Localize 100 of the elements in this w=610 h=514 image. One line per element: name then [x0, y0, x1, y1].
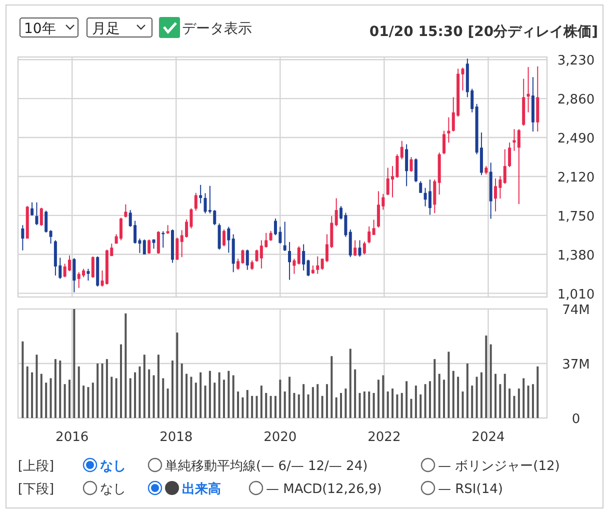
bar: [293, 392, 296, 418]
x-tick-label: 2020: [264, 430, 297, 445]
bar: [400, 392, 403, 418]
bar: [518, 388, 520, 418]
bar: [414, 386, 417, 418]
bar: [176, 332, 178, 418]
y-tick-label: 3,230: [557, 54, 595, 69]
bar: [382, 375, 384, 418]
text: — ボリンジャー(12): [438, 459, 560, 474]
bar: [200, 372, 202, 418]
bar: [64, 384, 66, 418]
bar: [251, 396, 254, 418]
bar: [335, 397, 338, 418]
x-tick-label: 2018: [160, 430, 193, 445]
bar: [256, 396, 258, 418]
bar: [50, 378, 52, 418]
text: — MACD(12,26,9): [266, 482, 382, 497]
bar: [504, 374, 506, 418]
bar: [438, 374, 440, 418]
bar: [330, 356, 333, 418]
bar: [274, 396, 276, 418]
bar: [457, 376, 460, 418]
bar: [143, 354, 146, 418]
bar: [527, 386, 530, 418]
bar: [452, 370, 454, 418]
x-tick-label: 2016: [56, 430, 89, 445]
bar: [237, 391, 240, 418]
y-tick-label: 2,120: [557, 170, 595, 186]
bar: [420, 394, 422, 418]
bar: [532, 384, 534, 418]
bar: [138, 366, 141, 418]
bar: [406, 381, 408, 418]
bar: [490, 344, 492, 418]
bar: [106, 359, 108, 418]
bar: [54, 359, 56, 418]
bar: [166, 388, 169, 418]
y-tick-label: 1,750: [557, 209, 595, 224]
bar: [392, 388, 394, 418]
bar: [358, 392, 361, 418]
bar: [312, 387, 314, 418]
bar: [204, 386, 206, 418]
bar: [471, 386, 474, 418]
bar: [340, 392, 342, 418]
bar: [344, 388, 347, 418]
bar: [321, 396, 324, 418]
text: なし: [100, 482, 126, 497]
bar: [410, 398, 412, 418]
bar: [363, 391, 366, 418]
bar: [157, 354, 160, 418]
bar: [326, 384, 328, 418]
x-tick-label: 2024: [472, 430, 505, 445]
bar: [508, 388, 511, 418]
bar: [92, 382, 94, 418]
bar: [354, 369, 356, 418]
bar: [434, 359, 436, 418]
bar: [31, 372, 34, 418]
bar: [377, 380, 380, 418]
bar: [148, 369, 150, 418]
bar: [396, 394, 398, 418]
text: 出来高: [182, 481, 221, 497]
bar: [307, 394, 310, 418]
y-tick-label: 0: [572, 412, 580, 427]
bar: [288, 376, 291, 418]
bar: [270, 396, 272, 418]
bar: [190, 376, 192, 418]
bar: [265, 392, 268, 418]
y-tick-label: 2,860: [557, 92, 595, 108]
bar: [129, 378, 132, 418]
bar: [45, 382, 48, 418]
bar: [59, 360, 62, 418]
bar: [162, 378, 164, 418]
bar: [228, 370, 230, 418]
bar: [68, 380, 70, 418]
bar: [279, 380, 282, 418]
bar: [82, 386, 85, 418]
bar: [499, 384, 502, 418]
text: データ表示: [182, 21, 252, 37]
bar: [316, 384, 319, 418]
bar: [171, 360, 174, 418]
bar: [260, 386, 262, 418]
bar: [428, 381, 431, 418]
bar: [222, 380, 225, 418]
text: 単純移動平均線(— 6/— 12/— 24): [165, 459, 368, 474]
bar: [96, 364, 99, 418]
y-tick-label: 74M: [562, 303, 590, 318]
bar: [368, 391, 370, 418]
bar: [22, 341, 24, 418]
bar: [124, 313, 127, 418]
bar: [246, 390, 248, 418]
bar: [194, 382, 197, 418]
y-tick-label: 2,490: [557, 132, 595, 147]
x-tick-label: 2022: [368, 430, 401, 445]
bar: [448, 352, 450, 418]
bar: [40, 374, 42, 418]
text: 01/20 15:30 [20分ディレイ株価]: [369, 24, 598, 40]
bar: [26, 366, 28, 418]
bar: [443, 380, 446, 418]
bar: [349, 348, 352, 418]
bar: [424, 384, 426, 418]
text: [下段]: [18, 482, 54, 497]
